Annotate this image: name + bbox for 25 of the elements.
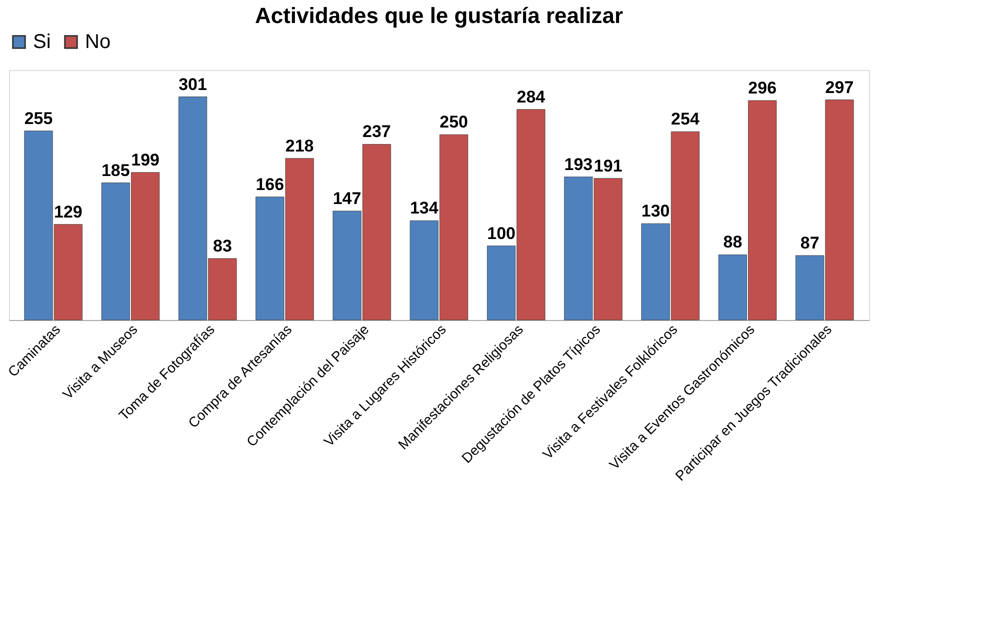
data-label: 87 [800, 233, 820, 252]
data-label: 88 [723, 232, 742, 252]
data-label: 199 [131, 150, 160, 170]
data-label: 193 [564, 154, 593, 174]
data-label: 185 [101, 160, 130, 180]
legend-label: Si [33, 31, 51, 53]
legend-label: No [85, 31, 111, 53]
data-label: 255 [24, 108, 53, 128]
data-label: 297 [825, 78, 854, 97]
data-label: 191 [594, 156, 622, 176]
data-label: 218 [285, 136, 314, 156]
data-label: 100 [487, 224, 516, 243]
data-label: 166 [256, 174, 284, 194]
data-label: 147 [332, 188, 362, 208]
chart-title: Actividades que le gustaría realizar [254, 3, 624, 28]
data-label: 237 [362, 122, 391, 142]
data-label: 250 [440, 112, 468, 132]
data-label: 301 [178, 74, 207, 94]
data-label: 129 [54, 202, 82, 222]
data-label: 254 [671, 110, 700, 129]
data-label: 83 [212, 236, 232, 256]
data-label: 296 [748, 78, 777, 98]
data-label: 284 [516, 87, 546, 106]
data-label: 134 [410, 198, 439, 218]
data-label: 130 [641, 202, 670, 221]
